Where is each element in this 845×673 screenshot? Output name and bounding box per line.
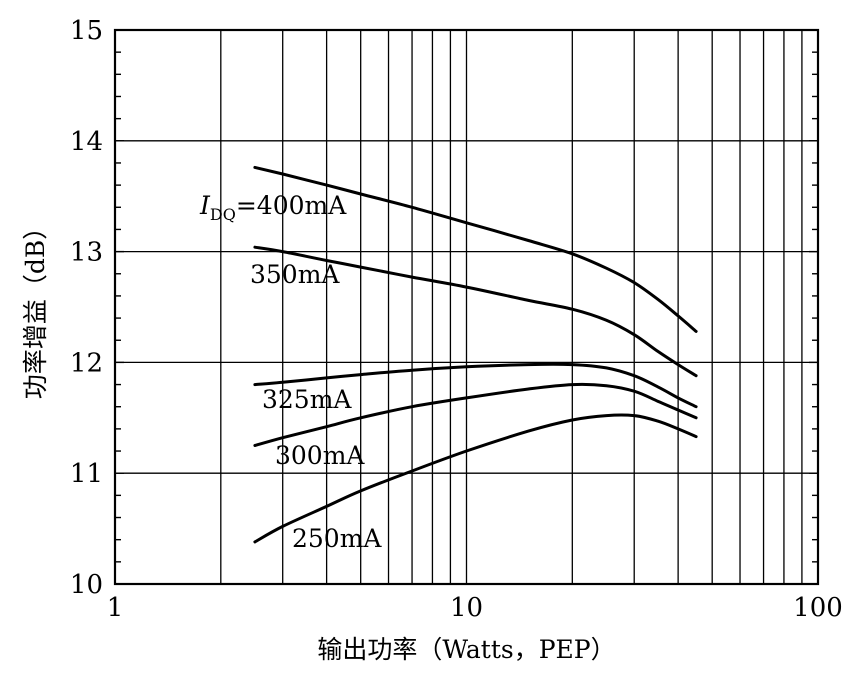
y-tick-label: 14 bbox=[70, 127, 103, 157]
curve-350ma bbox=[253, 245, 698, 378]
x-axis-title: 输出功率（Watts，PEP） bbox=[317, 635, 615, 664]
grid-layer bbox=[115, 30, 818, 584]
x-tick-label: 10 bbox=[450, 593, 483, 623]
series-label: 250mA bbox=[292, 524, 382, 553]
y-tick-label: 15 bbox=[70, 16, 103, 46]
series-label: 325mA bbox=[262, 385, 352, 414]
series-label: 350mA bbox=[250, 260, 340, 289]
y-tick-label: 13 bbox=[70, 238, 103, 268]
series-label-idq-400ma: IDQ=400mA bbox=[199, 191, 347, 224]
y-tick-label: 10 bbox=[70, 570, 103, 600]
x-tick-label: 1 bbox=[107, 593, 124, 623]
y-tick-label: 11 bbox=[70, 459, 103, 489]
curve-400ma bbox=[253, 165, 698, 333]
curve-300ma bbox=[253, 382, 698, 447]
y-tick-label: 12 bbox=[70, 348, 103, 378]
plot-frame bbox=[113, 28, 820, 586]
y-axis-title: 功率增益（dB） bbox=[21, 215, 50, 399]
series-label: 300mA bbox=[275, 441, 365, 470]
curve-325ma bbox=[253, 362, 698, 409]
x-tick-label: 100 bbox=[793, 593, 843, 623]
tick-layer bbox=[115, 29, 818, 585]
curve-250ma bbox=[253, 413, 698, 544]
curve-layer bbox=[253, 165, 698, 544]
